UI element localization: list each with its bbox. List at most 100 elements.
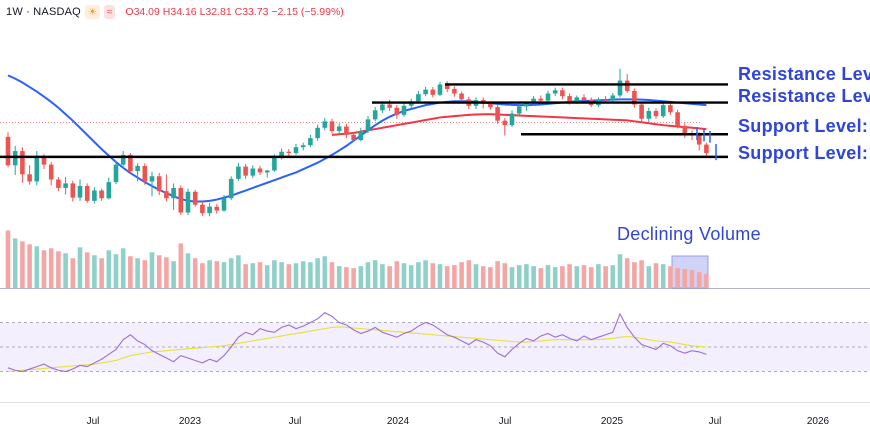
volume-bar [617, 254, 623, 288]
close-value: C33.73 [234, 6, 269, 18]
chart-header: 1W · NASDAQ ☀ ≈ O34.09 H34.16 L32.81 C33… [6, 4, 344, 20]
volume-bar [660, 264, 666, 288]
candle-body [322, 121, 328, 128]
declining-volume-label: Declining Volume [617, 224, 761, 244]
candle-body [567, 96, 572, 102]
sun-badge-icon[interactable]: ☀ [84, 5, 100, 19]
candle-body [516, 106, 522, 114]
ohlc-readout: O34.09 H34.16 L32.81 C33.73 −2.15 (−5.99… [125, 6, 343, 18]
volume-bar [300, 261, 306, 288]
candle-body [156, 176, 162, 192]
candle-body [63, 183, 68, 188]
candle-body [207, 206, 212, 214]
candle-body [164, 191, 169, 199]
candle-body [300, 145, 306, 148]
x-axis-label: 2024 [387, 416, 410, 427]
volume-bar [689, 270, 695, 288]
x-axis-label: Jul [709, 416, 722, 427]
volume-bar [164, 257, 169, 288]
volume-bar [250, 263, 256, 288]
candle-body [279, 151, 284, 157]
volume-bar [236, 255, 241, 288]
volume-bar [624, 258, 630, 288]
candle-body [351, 134, 356, 141]
candle-body [372, 110, 378, 120]
volume-bar [207, 260, 212, 288]
wave-badge-icon[interactable]: ≈ [103, 5, 116, 19]
candle-body [214, 206, 220, 211]
volume-bar [466, 260, 472, 288]
volume-bar [351, 268, 356, 288]
volume-bar [538, 268, 544, 288]
volume-bar [156, 255, 162, 288]
volume-bar [480, 266, 486, 288]
candle-body [185, 191, 191, 213]
candle-body [149, 176, 155, 182]
candle-body [502, 120, 508, 126]
volume-bar [344, 267, 349, 288]
volume-bar [113, 254, 119, 288]
volume-bar [588, 267, 594, 288]
candle-body [308, 138, 313, 146]
volume-bar [27, 244, 32, 288]
candle-body [257, 168, 263, 173]
candle-body [416, 94, 421, 102]
volume-bar [358, 266, 364, 288]
volume-bar [459, 262, 464, 288]
candle-body [135, 165, 140, 172]
resistance-label-lower: Resistance Level [738, 86, 870, 106]
volume-bar [286, 264, 292, 288]
candle-body [272, 156, 277, 171]
volume-bar [632, 262, 637, 288]
volume-bar [509, 267, 515, 288]
candle-body [581, 97, 587, 100]
candle-body [401, 105, 407, 115]
x-axis-label: 2023 [179, 416, 202, 427]
volume-bar [416, 262, 421, 288]
candle-body [41, 156, 47, 165]
volume-bar [560, 266, 565, 288]
candle-body [524, 102, 529, 107]
support-label-lower: Support Level: [738, 143, 869, 163]
candle-body [106, 182, 112, 199]
volume-bar [646, 266, 652, 288]
candle-body [228, 178, 234, 199]
open-value: O34.09 [125, 6, 160, 18]
volume-bar [524, 264, 529, 288]
candle-body [430, 89, 436, 95]
volume-bar [20, 241, 25, 288]
candle-body [142, 165, 148, 182]
volume-bar [423, 260, 428, 288]
volume-bar [387, 266, 392, 288]
volume-bar [516, 265, 522, 288]
candle-body [617, 80, 623, 96]
candle-body [675, 112, 680, 126]
candle-body [34, 156, 40, 182]
candle-body [171, 187, 176, 199]
candle-body [696, 134, 702, 145]
volume-bar [178, 243, 184, 288]
candle-body [250, 168, 256, 176]
volume-bar [495, 261, 500, 288]
volume-bar [12, 238, 18, 288]
candle-body [639, 104, 644, 119]
candle-body [560, 90, 565, 97]
candle-body [452, 88, 457, 94]
volume-bar [120, 248, 126, 288]
volume-bar [264, 265, 270, 288]
volume-bar [135, 258, 140, 288]
candle-body [12, 151, 18, 166]
high-value: H34.16 [162, 6, 197, 18]
candle-body [646, 110, 652, 119]
candle-body [200, 204, 205, 214]
symbol-label: 1W · NASDAQ [6, 6, 81, 18]
volume-bar [34, 246, 40, 288]
volume-bar [668, 266, 673, 288]
candle-body [70, 183, 76, 198]
volume-bar [581, 265, 587, 288]
candle-body [84, 185, 90, 201]
candle-body [293, 147, 299, 153]
volume-bar [574, 266, 580, 288]
volume-bar [84, 252, 90, 288]
